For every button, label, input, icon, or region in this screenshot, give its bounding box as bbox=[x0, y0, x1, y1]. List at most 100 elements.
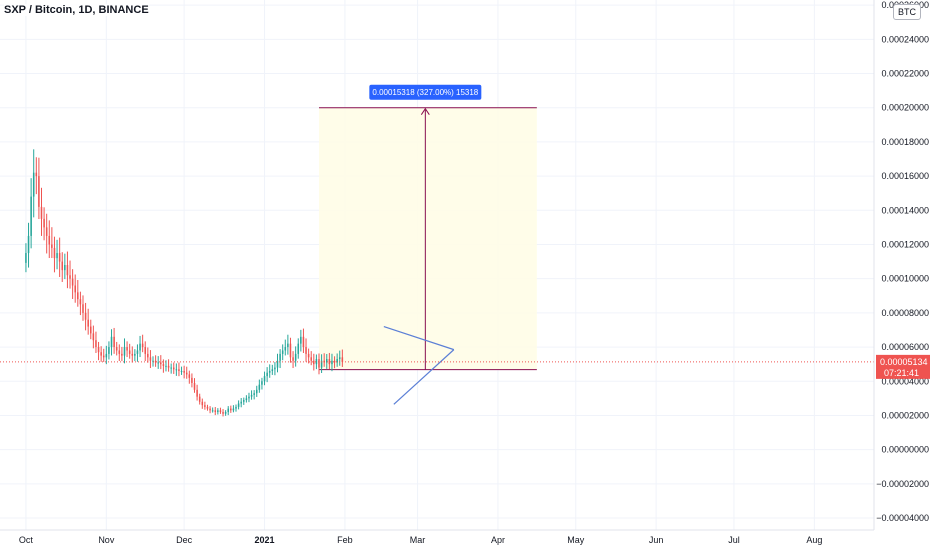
candle-body bbox=[77, 292, 79, 300]
currency-badge[interactable]: BTC bbox=[893, 4, 921, 20]
candle-body bbox=[61, 261, 64, 271]
candle-body bbox=[196, 389, 198, 397]
candle-body bbox=[250, 394, 253, 397]
candle-body bbox=[38, 176, 40, 207]
x-tick-label: Nov bbox=[98, 535, 115, 545]
x-tick-label: Aug bbox=[806, 535, 822, 545]
y-tick-label: 0.00008000 bbox=[881, 308, 929, 318]
candle-body bbox=[134, 353, 136, 356]
candle-body bbox=[255, 389, 258, 394]
candle-body bbox=[105, 353, 108, 358]
candle-body bbox=[27, 235, 30, 254]
measure-label: 0.00015318 (327.00%) 15318 bbox=[372, 88, 478, 97]
candle-body bbox=[74, 285, 76, 293]
candle-body bbox=[53, 247, 56, 259]
y-tick-label: 0.00018000 bbox=[881, 137, 929, 147]
candle-body bbox=[121, 353, 123, 356]
bar-countdown: 07:21:41 bbox=[884, 368, 919, 378]
candle-body bbox=[292, 357, 294, 361]
candle-body bbox=[170, 367, 172, 369]
y-tick-label: 0.00006000 bbox=[881, 342, 929, 352]
candle-body bbox=[162, 364, 165, 366]
candle-body bbox=[167, 365, 170, 368]
candle-body bbox=[294, 353, 297, 361]
candle-body bbox=[123, 347, 126, 356]
candle-body bbox=[136, 350, 139, 354]
candle-body bbox=[108, 347, 110, 354]
candle-body bbox=[95, 340, 97, 348]
candle-body bbox=[219, 410, 222, 413]
candle-body bbox=[217, 410, 219, 413]
current-price-tag-bg bbox=[876, 354, 930, 379]
candle-body bbox=[307, 353, 310, 358]
candle-body bbox=[305, 347, 307, 354]
y-tick-label: 0.00000000 bbox=[881, 445, 929, 455]
candle-body bbox=[261, 381, 263, 385]
candle-body bbox=[175, 369, 178, 371]
candle-body bbox=[188, 374, 191, 378]
candle-body bbox=[89, 326, 92, 334]
candle-body bbox=[157, 362, 159, 364]
candle-body bbox=[131, 353, 134, 356]
price-range-measure[interactable]: 0.00015318 (327.00%) 15318 bbox=[318, 84, 537, 371]
candle-body bbox=[69, 275, 71, 279]
candle-body bbox=[245, 398, 248, 401]
candle-body bbox=[341, 357, 344, 362]
measure-arrow-head bbox=[420, 107, 430, 115]
candle-body bbox=[227, 408, 230, 413]
candle-body bbox=[160, 362, 162, 365]
x-tick-label: Oct bbox=[19, 535, 34, 545]
candle-body bbox=[248, 396, 250, 399]
candle-body bbox=[92, 333, 95, 341]
candle-body bbox=[300, 336, 302, 344]
candle-body bbox=[333, 360, 336, 363]
measure-zone bbox=[318, 107, 537, 370]
x-tick-label: Mar bbox=[410, 535, 426, 545]
time-axis[interactable]: Oct Nov Dec 2021 Feb Mar Apr May Jun Jul Aug bbox=[19, 535, 822, 545]
candle-body bbox=[222, 412, 224, 414]
candle-body bbox=[87, 319, 89, 327]
candle-body bbox=[58, 253, 61, 262]
y-tick-label: 0.00016000 bbox=[881, 171, 929, 181]
triangle-lower-line bbox=[393, 349, 455, 405]
candle-body bbox=[201, 401, 204, 406]
candle-body bbox=[79, 299, 82, 305]
candle-body bbox=[84, 312, 87, 320]
candle-body bbox=[211, 410, 214, 412]
candle-body bbox=[40, 206, 43, 219]
candle-body bbox=[313, 360, 315, 365]
candle-body bbox=[237, 403, 240, 407]
candle-body bbox=[279, 353, 281, 361]
x-tick-label: 2021 bbox=[255, 535, 275, 545]
measure-label-bg bbox=[369, 84, 482, 100]
candle-body bbox=[118, 350, 121, 354]
candlestick-series bbox=[25, 149, 344, 417]
triangle-drawing[interactable] bbox=[383, 325, 455, 405]
candle-body bbox=[48, 235, 51, 245]
x-tick-label: Feb bbox=[337, 535, 353, 545]
candle-body bbox=[32, 172, 35, 197]
price-axis[interactable]: 0.000260000.000240000.000220000.00020000… bbox=[876, 0, 929, 523]
candle-body bbox=[110, 336, 113, 348]
candle-body bbox=[115, 347, 118, 351]
candle-body bbox=[139, 343, 141, 351]
x-tick-label: Dec bbox=[176, 535, 193, 545]
symbol-title[interactable]: SXP / Bitcoin, 1D, BINANCE bbox=[4, 4, 149, 16]
candle-body bbox=[51, 244, 53, 248]
candle-body bbox=[126, 347, 128, 351]
candle-body bbox=[191, 377, 193, 383]
candle-body bbox=[253, 393, 255, 395]
x-tick-label: Jun bbox=[649, 535, 664, 545]
candle-body bbox=[276, 360, 279, 368]
candle-body bbox=[338, 357, 341, 360]
candle-body bbox=[64, 265, 66, 271]
candle-body bbox=[56, 253, 58, 259]
x-tick-label: Apr bbox=[491, 535, 505, 545]
y-tick-label: 0.00024000 bbox=[881, 34, 929, 44]
candle-body bbox=[128, 350, 131, 354]
y-tick-label: 0.00002000 bbox=[881, 410, 929, 420]
candle-body bbox=[243, 400, 245, 402]
candle-body bbox=[144, 347, 147, 354]
triangle-upper-line bbox=[383, 325, 455, 351]
